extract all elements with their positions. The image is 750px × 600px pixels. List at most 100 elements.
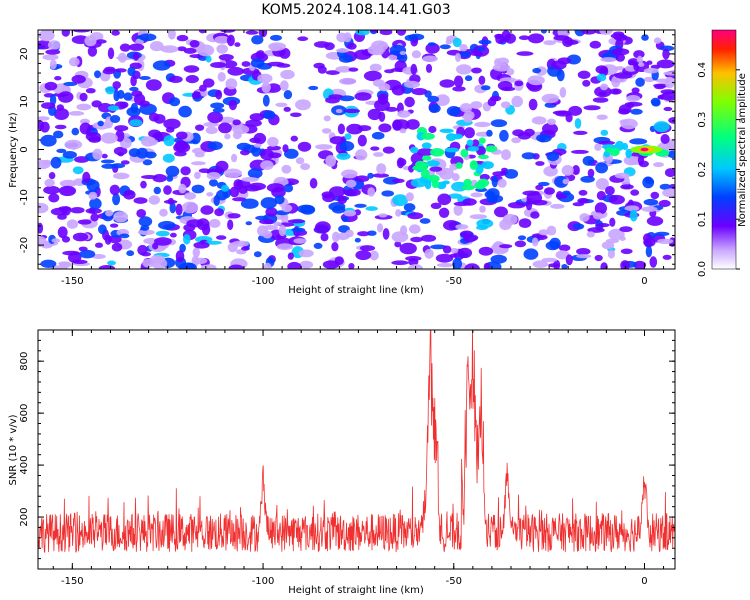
heat-blob xyxy=(262,230,273,239)
heat-blob xyxy=(463,234,477,243)
heat-blob xyxy=(345,179,357,188)
heat-blob xyxy=(87,46,98,57)
heat-blob xyxy=(61,30,70,37)
heat-blob xyxy=(120,160,130,165)
heat-blob xyxy=(295,157,305,165)
heat-blob xyxy=(594,143,602,151)
snr-series-line xyxy=(38,330,675,553)
heat-blob xyxy=(409,224,421,234)
heat-blob xyxy=(600,83,609,91)
heat-blob xyxy=(456,64,472,75)
heat-blob xyxy=(535,184,544,191)
heat-blob xyxy=(439,44,451,50)
heat-blob xyxy=(620,248,633,255)
heat-blob xyxy=(193,241,210,249)
heat-blob xyxy=(478,246,494,256)
heat-blob xyxy=(662,188,675,198)
heat-blob xyxy=(643,233,652,243)
heat-blob xyxy=(313,242,323,249)
heat-blob xyxy=(601,241,615,250)
heat-blob xyxy=(633,61,640,71)
heat-blob xyxy=(592,97,609,103)
x-tick-label: 0 xyxy=(641,576,647,587)
heat-blob xyxy=(218,122,232,134)
heatmap-xlabel: Height of straight line (km) xyxy=(288,285,424,296)
heat-feature xyxy=(455,162,463,169)
heat-blob xyxy=(547,118,556,126)
heat-blob xyxy=(582,79,591,87)
heat-blob xyxy=(61,236,71,243)
heat-blob xyxy=(129,119,143,127)
heat-blob xyxy=(661,91,675,101)
heat-blob xyxy=(576,248,591,255)
heat-blob xyxy=(614,172,630,179)
heat-blob xyxy=(215,89,223,100)
heat-blob xyxy=(198,168,211,173)
heat-blob xyxy=(262,94,270,107)
heat-blob xyxy=(595,223,610,228)
heat-feature xyxy=(601,144,617,150)
heat-blob xyxy=(308,85,319,91)
heat-blob xyxy=(339,141,355,152)
heat-blob xyxy=(476,218,494,229)
heat-blob xyxy=(63,81,78,87)
heat-blob xyxy=(163,185,172,195)
heat-blob xyxy=(85,131,101,142)
heat-blob xyxy=(49,94,57,106)
heat-blob xyxy=(369,250,379,261)
heat-blob xyxy=(227,213,241,219)
heat-blob xyxy=(59,179,77,187)
heat-blob xyxy=(427,42,436,47)
heat-feature xyxy=(625,148,632,159)
heat-blob xyxy=(428,125,437,134)
colorbar xyxy=(711,29,737,270)
heat-blob xyxy=(354,49,372,60)
heat-blob xyxy=(179,243,186,253)
heat-blob xyxy=(464,75,473,82)
heat-blob xyxy=(79,92,88,102)
heat-blob xyxy=(518,35,530,40)
heat-blob xyxy=(512,129,525,137)
heat-blob xyxy=(131,90,143,97)
heat-blob xyxy=(354,237,361,243)
heat-blob xyxy=(392,194,409,207)
heat-blob xyxy=(373,152,384,157)
chart-title: KOM5.2024.108.14.41.G03 xyxy=(261,2,451,18)
heat-blob xyxy=(367,108,382,121)
heat-blob xyxy=(459,51,471,58)
heat-blob xyxy=(267,145,281,151)
x-tick-label: -150 xyxy=(61,576,84,587)
heat-blob xyxy=(348,263,355,269)
heat-blob xyxy=(489,95,502,102)
heat-blob xyxy=(334,256,344,266)
heat-blob xyxy=(281,204,293,213)
heat-blob xyxy=(95,39,107,44)
heat-blob xyxy=(403,203,416,212)
heat-blob xyxy=(227,66,244,76)
heat-blob xyxy=(374,99,390,112)
heat-blob xyxy=(284,148,299,159)
heat-blob xyxy=(260,160,274,171)
heat-blob xyxy=(583,105,601,111)
heat-blob xyxy=(646,216,664,226)
heat-blob xyxy=(430,244,447,250)
heat-blob xyxy=(463,117,473,123)
heat-blob xyxy=(148,112,160,122)
heat-blob xyxy=(290,112,302,118)
heat-blob xyxy=(394,241,402,248)
heat-blob xyxy=(48,193,60,203)
heat-blob xyxy=(72,166,84,175)
heat-blob xyxy=(141,175,158,179)
heat-blob xyxy=(210,62,227,68)
heat-feature xyxy=(444,147,460,153)
heat-blob xyxy=(265,207,278,217)
heat-blob xyxy=(378,213,388,218)
heat-blob xyxy=(608,194,625,205)
heat-blob xyxy=(572,165,580,175)
heat-blob xyxy=(355,250,372,260)
heat-blob xyxy=(656,59,675,69)
heat-blob xyxy=(459,103,473,113)
heat-blob xyxy=(58,185,77,197)
heat-blob xyxy=(610,33,626,39)
heat-blob xyxy=(128,148,141,158)
